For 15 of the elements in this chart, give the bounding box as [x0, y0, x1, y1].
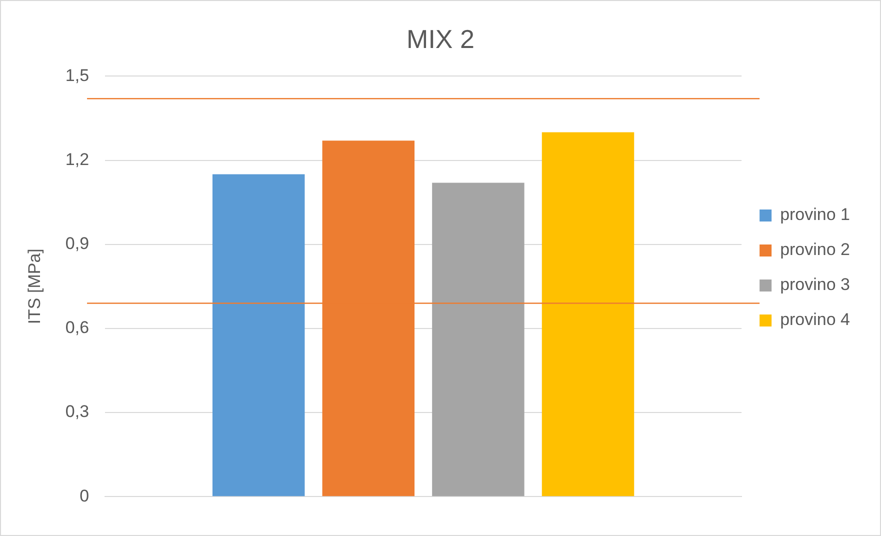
- y-tick-label: 1,2: [65, 150, 90, 169]
- y-tick-label: 0: [80, 486, 90, 506]
- bar: [432, 182, 524, 496]
- legend-label: provino 3: [780, 275, 850, 294]
- legend-label: provino 2: [780, 240, 850, 260]
- bar: [212, 174, 305, 496]
- y-tick-label: 0,9: [65, 234, 90, 254]
- legend-label: provino 4: [780, 310, 850, 330]
- chart-title: MIX 2: [406, 24, 474, 54]
- bar: [542, 132, 634, 496]
- y-tick-label: 1,5: [65, 66, 90, 85]
- y-axis-title: ITS [MPa]: [24, 248, 44, 324]
- legend-label: provino 1: [780, 205, 850, 224]
- y-tick-label: 0,6: [65, 318, 90, 338]
- y-tick-label: 0,3: [65, 402, 90, 422]
